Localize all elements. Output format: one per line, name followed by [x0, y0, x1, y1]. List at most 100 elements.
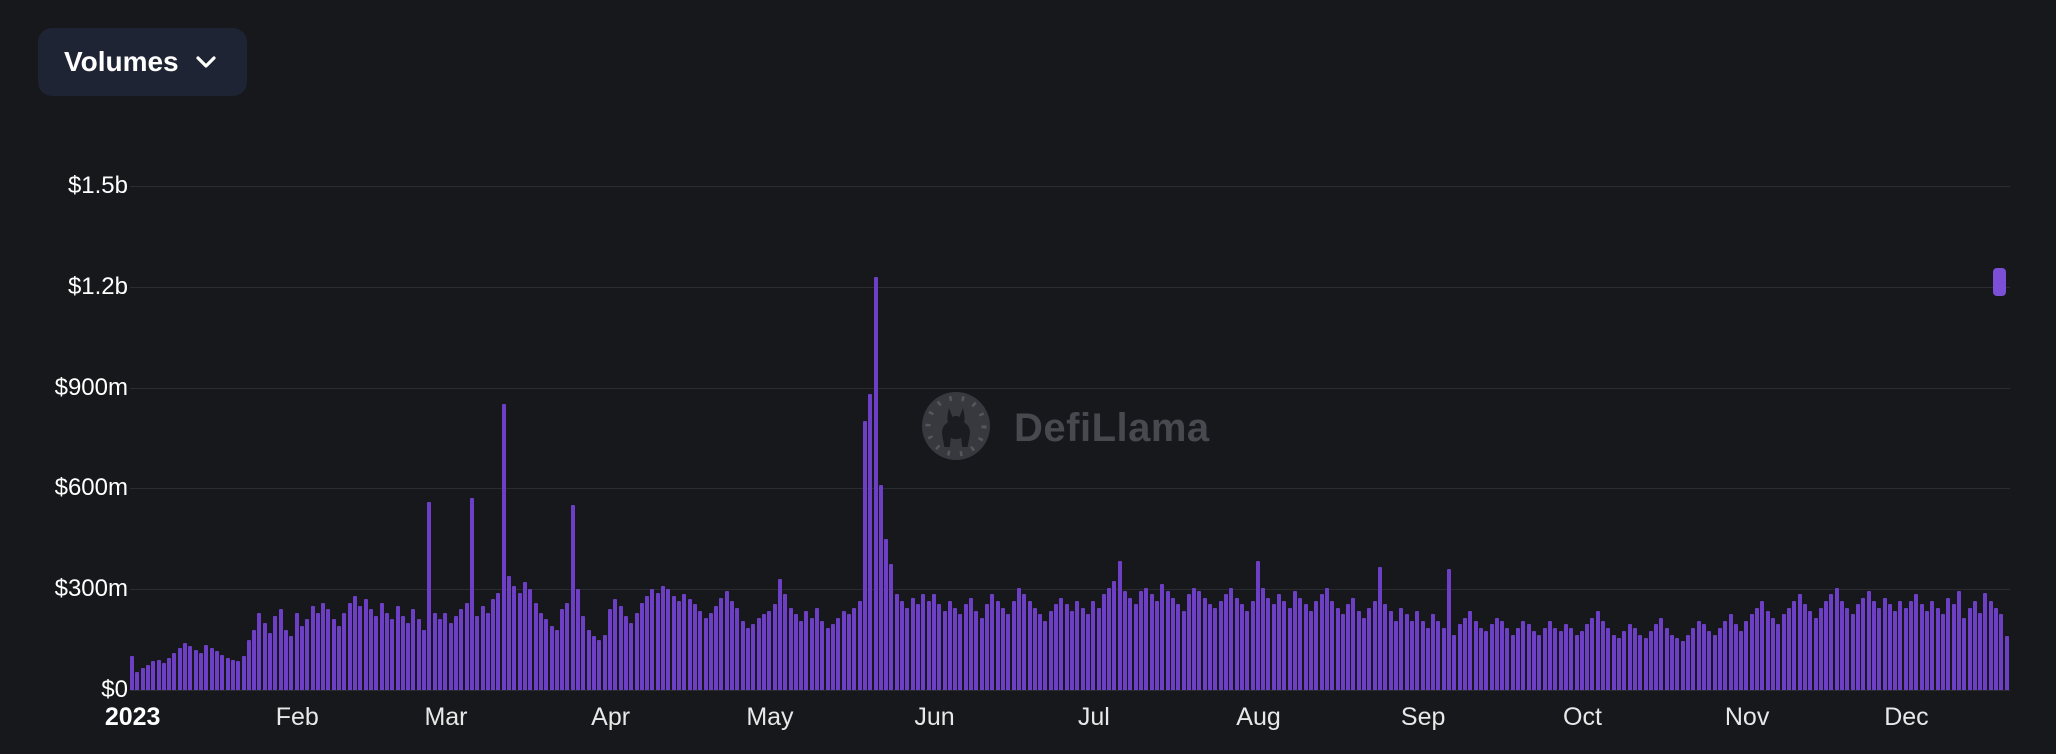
volume-bar	[607, 609, 612, 690]
volume-bar	[469, 498, 474, 690]
volume-bar	[910, 597, 915, 690]
volume-bar	[177, 648, 182, 690]
x-axis-tick-label: May	[746, 703, 794, 731]
volume-bar	[1760, 600, 1765, 690]
volume-bar	[145, 664, 150, 690]
x-axis-tick-label: Jun	[914, 703, 955, 731]
volume-bar	[878, 485, 883, 690]
volume-bar	[1537, 634, 1542, 690]
volume-bar	[958, 614, 963, 690]
volume-bar	[342, 612, 347, 690]
volume-bar	[538, 612, 543, 690]
volume-bar	[708, 612, 713, 690]
volume-bar	[1946, 597, 1951, 690]
volume-bar	[1245, 611, 1250, 690]
volume-bar	[1909, 600, 1914, 690]
volume-bar	[1303, 604, 1308, 690]
volume-bar	[193, 649, 198, 690]
volume-bar	[1871, 600, 1876, 690]
volume-bar	[406, 622, 411, 690]
volume-bar	[1627, 624, 1632, 690]
volume-bar	[1383, 604, 1388, 690]
volumes-dropdown-button[interactable]: Volumes	[38, 28, 247, 96]
volume-bar	[1749, 614, 1754, 690]
volume-bar	[395, 606, 400, 690]
volume-bar	[900, 600, 905, 690]
right-edge-scroll-handle[interactable]	[1993, 268, 2006, 296]
volume-bar	[953, 607, 958, 690]
volume-bar	[862, 421, 867, 690]
volume-bar	[236, 661, 241, 690]
volume-bar	[337, 626, 342, 690]
volume-bar	[347, 602, 352, 690]
volume-bar	[1478, 627, 1483, 690]
x-axis-tick-label: Nov	[1724, 703, 1770, 731]
volume-bar	[1399, 607, 1404, 690]
volume-bar	[1234, 597, 1239, 690]
volume-bar	[931, 594, 936, 690]
volume-bar	[767, 611, 772, 690]
chevron-down-icon	[195, 55, 217, 69]
volume-bar	[1744, 621, 1749, 690]
volume-bar	[284, 629, 288, 690]
volume-bar	[1011, 600, 1016, 690]
volume-bar	[1213, 607, 1218, 690]
volume-bar	[204, 644, 209, 690]
volume-bar	[719, 597, 724, 690]
volume-bar	[1617, 637, 1621, 690]
volume-bar	[1526, 624, 1531, 690]
volume-bar	[299, 626, 304, 690]
volume-bar	[390, 619, 395, 690]
volume-bar	[1139, 590, 1144, 690]
volume-bar	[321, 602, 326, 690]
volume-bar	[1834, 587, 1839, 690]
volume-bar	[379, 602, 384, 690]
volume-bar	[1362, 617, 1367, 690]
volume-bar	[1324, 587, 1329, 690]
volume-bar	[1792, 600, 1797, 690]
volume-bar	[979, 617, 984, 690]
volume-bar	[268, 632, 273, 690]
volume-bar	[273, 616, 278, 690]
volume-bar	[852, 607, 857, 690]
volume-bar	[570, 505, 575, 690]
volume-bar	[1314, 600, 1319, 690]
volume-bar	[1654, 624, 1659, 690]
volume-bar	[1441, 627, 1446, 690]
volume-bar	[1500, 621, 1505, 690]
volume-bar	[1165, 590, 1170, 690]
volume-bar	[1903, 607, 1908, 690]
gridline	[130, 286, 2010, 288]
volume-bar	[1967, 607, 1972, 690]
volume-bar	[1075, 600, 1080, 690]
volume-bar	[1048, 611, 1053, 690]
volume-bar	[1282, 600, 1287, 690]
volume-bar	[1686, 634, 1691, 690]
volume-bar	[368, 609, 373, 690]
volume-bar	[1176, 604, 1181, 690]
volume-bar	[1845, 607, 1850, 690]
volume-bar	[985, 604, 990, 690]
volume-bar	[1861, 597, 1866, 690]
volume-bar	[485, 612, 490, 690]
volume-bar	[687, 599, 692, 690]
volume-bar	[1802, 604, 1807, 690]
volume-bar	[1293, 590, 1298, 690]
volume-bar	[1006, 614, 1011, 690]
volume-bar	[751, 624, 756, 690]
volume-bar	[576, 589, 581, 690]
gridline	[130, 690, 2010, 691]
volume-bar	[1707, 631, 1712, 690]
volume-bar	[522, 582, 527, 690]
volume-bar	[905, 607, 910, 690]
volume-bar	[809, 617, 814, 690]
y-axis-tick-label: $0	[101, 676, 128, 703]
volume-bar	[623, 616, 628, 690]
volume-bar	[1160, 584, 1165, 690]
volume-bar	[1197, 590, 1202, 690]
gridline	[130, 186, 2010, 187]
volume-bar	[1696, 621, 1701, 690]
volume-bar	[677, 600, 681, 690]
volume-bar	[1962, 617, 1967, 690]
volume-bar	[740, 621, 745, 690]
